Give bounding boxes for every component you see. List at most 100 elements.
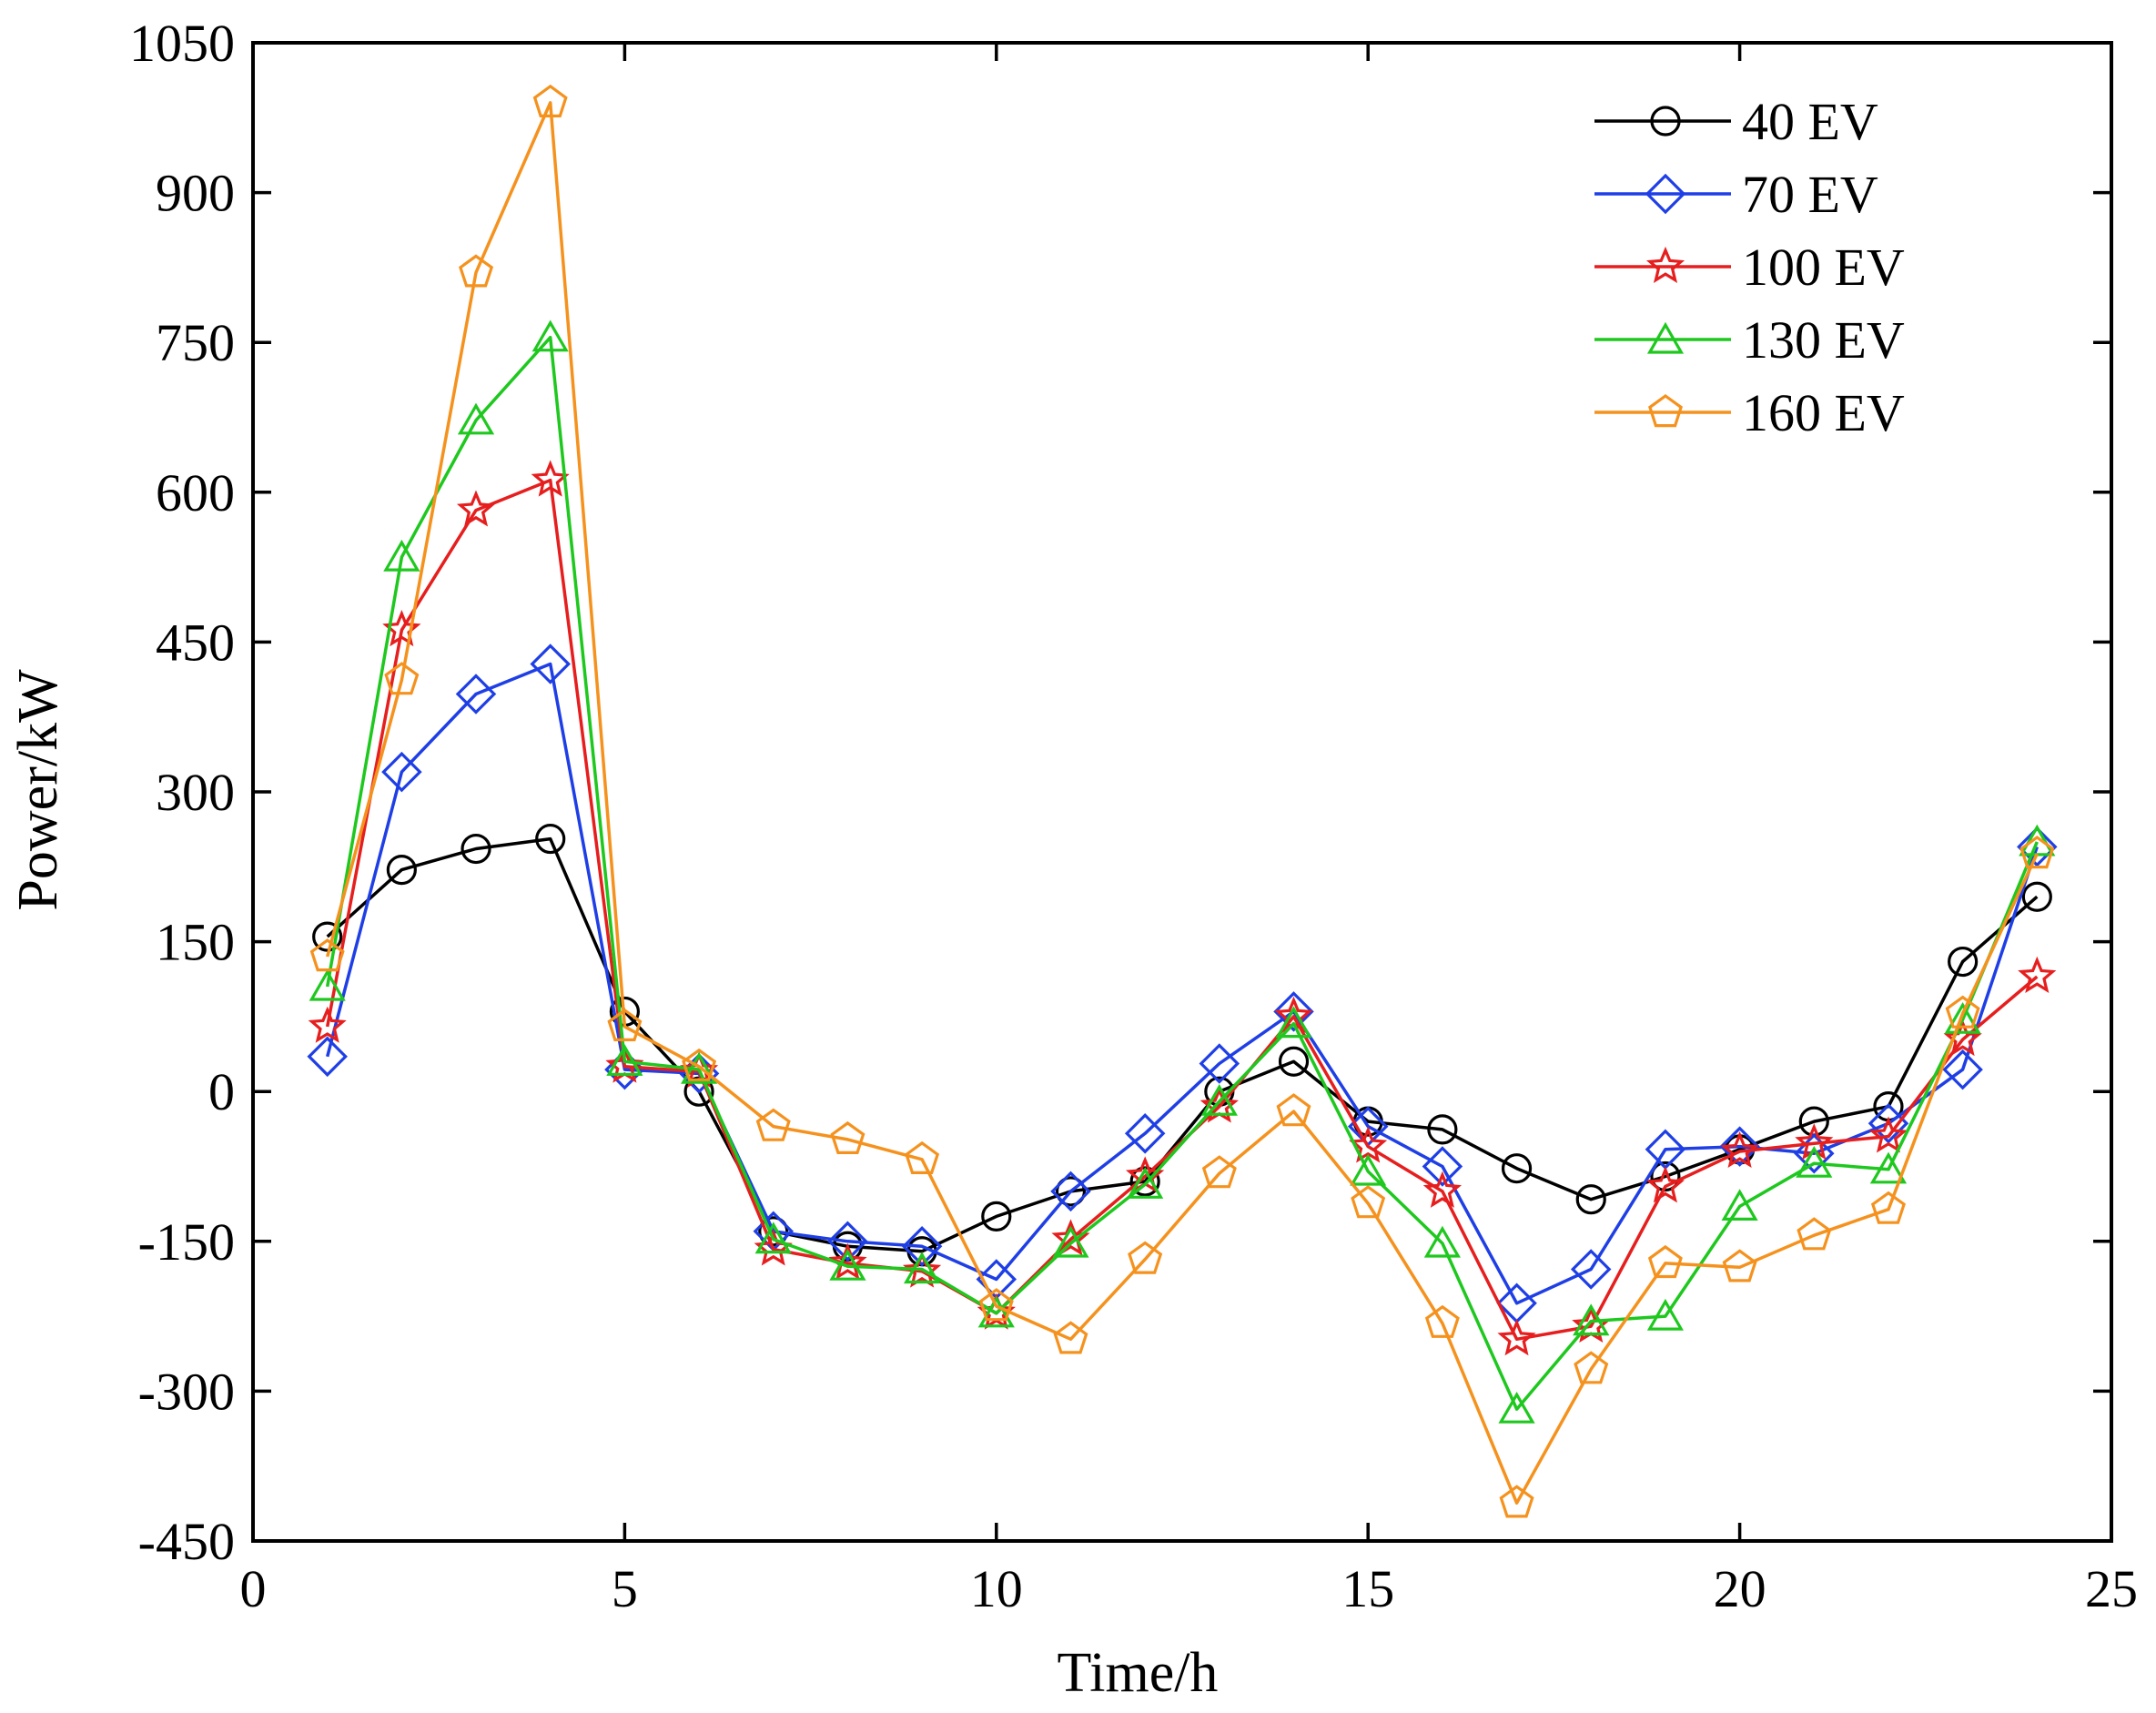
data-point: [1722, 1249, 1757, 1282]
legend-item: 130 EV: [1594, 310, 1905, 370]
data-point: [1868, 1103, 1909, 1144]
data-point: [1796, 1145, 1833, 1178]
legend-item: 160 EV: [1594, 383, 1905, 442]
data-point: [1128, 1241, 1163, 1274]
data-point: [1424, 1304, 1460, 1338]
data-point: [903, 1251, 942, 1288]
y-tick-label: 750: [156, 313, 235, 372]
data-point: [1574, 1351, 1609, 1384]
data-point: [1647, 1244, 1683, 1279]
data-point: [1200, 1084, 1238, 1116]
y-tick-label: 150: [156, 913, 235, 972]
legend: 40 EV 70 EV 100 EV 130 EV 160 EV: [1594, 92, 1905, 442]
data-point: [1944, 1002, 1981, 1034]
data-point: [456, 490, 496, 527]
data-point: [904, 1252, 941, 1284]
data-point: [829, 1249, 866, 1281]
data-point: [384, 662, 420, 695]
data-point: [977, 1295, 1015, 1328]
legend-item: 70 EV: [1594, 165, 1878, 224]
data-point: [1050, 1171, 1091, 1212]
data-point: [312, 921, 343, 952]
data-point: [383, 539, 420, 572]
data-point: [1794, 1132, 1835, 1174]
data-point: [2019, 836, 2055, 869]
data-point: [1645, 1166, 1685, 1203]
data-point: [2021, 881, 2052, 912]
data-point: [1275, 1006, 1312, 1039]
data-point: [532, 84, 568, 118]
series-layer: [307, 84, 2058, 1518]
data-point: [1350, 1153, 1387, 1186]
data-point: [1423, 1225, 1461, 1258]
data-point: [309, 968, 346, 1001]
data-point: [530, 644, 571, 684]
data-point: [681, 1051, 718, 1084]
data-point: [531, 319, 569, 352]
data-point: [981, 1201, 1012, 1232]
legend-marker: [1646, 321, 1685, 354]
y-tick-label: 900: [156, 164, 235, 223]
x-tick-label: 20: [1714, 1559, 1766, 1618]
data-point: [1943, 1019, 1982, 1057]
data-point: [1349, 1126, 1388, 1163]
legend-label: 160 EV: [1742, 383, 1905, 442]
data-point: [830, 1120, 865, 1155]
y-tick-label: 600: [156, 463, 235, 522]
data-point: [307, 1036, 348, 1078]
data-point: [828, 1242, 867, 1280]
y-axis-title: Power/kW: [7, 669, 69, 911]
data-point: [2018, 956, 2057, 993]
series-160-ev: [309, 84, 2055, 1518]
data-point: [459, 254, 494, 288]
data-point: [1720, 1130, 1759, 1168]
data-point: [1573, 1303, 1610, 1336]
legend-label: 40 EV: [1742, 92, 1878, 151]
data-point: [1942, 1049, 1983, 1090]
data-point: [1052, 1225, 1089, 1258]
data-point: [1276, 1093, 1311, 1127]
data-point: [1948, 946, 1979, 978]
legend-marker: [1648, 394, 1683, 428]
data-point: [531, 460, 570, 497]
data-point: [1797, 1217, 1832, 1251]
data-point: [2017, 826, 2058, 867]
data-point: [1570, 1249, 1612, 1290]
data-point: [1278, 1046, 1310, 1077]
y-tick-label: -450: [138, 1512, 235, 1571]
x-tick-label: 0: [240, 1559, 267, 1618]
data-point: [1053, 1321, 1088, 1354]
data-point: [457, 402, 495, 435]
data-point: [978, 1288, 1014, 1322]
legend-label: 100 EV: [1742, 238, 1905, 297]
data-point: [386, 854, 417, 886]
data-point: [1127, 1167, 1164, 1199]
data-point: [827, 1221, 868, 1262]
data-point: [1422, 1171, 1462, 1208]
series-line: [326, 101, 2039, 1505]
data-point: [1351, 1185, 1386, 1219]
data-point: [1499, 1485, 1534, 1518]
data-point: [1124, 1113, 1166, 1154]
legend-marker: [1645, 173, 1686, 215]
x-tick-label: 15: [1341, 1559, 1394, 1618]
y-tick-label: 450: [156, 613, 235, 672]
data-point: [606, 1044, 643, 1076]
y-tick-label: -300: [138, 1362, 235, 1421]
data-point: [1868, 1116, 1908, 1153]
data-point: [381, 751, 422, 793]
data-point: [607, 1008, 643, 1042]
legend-item: 40 EV: [1594, 92, 1878, 151]
x-axis-title: Time/h: [1058, 1642, 1219, 1704]
data-point: [535, 823, 566, 855]
data-point: [901, 1226, 943, 1267]
data-point: [1497, 1319, 1536, 1356]
series-130-ev: [309, 319, 2056, 1424]
x-axis: 0 5 10 15 20 25: [240, 43, 2138, 1618]
data-point: [1427, 1114, 1458, 1145]
y-axis: -450 -300 -150 0 150 300 450 600 750 900 1050: [129, 14, 2111, 1571]
data-point: [1721, 1189, 1758, 1221]
data-point: [1273, 991, 1314, 1032]
data-point: [1498, 1392, 1535, 1424]
